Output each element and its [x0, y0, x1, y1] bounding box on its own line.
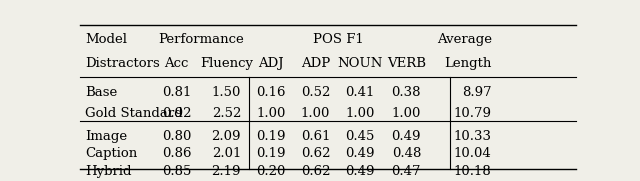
Text: ADJ: ADJ: [258, 57, 284, 70]
Text: 0.62: 0.62: [301, 165, 330, 178]
Text: 0.49: 0.49: [392, 130, 421, 143]
Text: 10.79: 10.79: [454, 107, 492, 120]
Text: 2.01: 2.01: [212, 147, 241, 160]
Text: 1.50: 1.50: [212, 86, 241, 99]
Text: Base: Base: [85, 86, 117, 99]
Text: 0.86: 0.86: [162, 147, 191, 160]
Text: Average: Average: [436, 33, 492, 46]
Text: 1.00: 1.00: [346, 107, 375, 120]
Text: 10.33: 10.33: [454, 130, 492, 143]
Text: 8.97: 8.97: [462, 86, 492, 99]
Text: 0.81: 0.81: [162, 86, 191, 99]
Text: 0.20: 0.20: [256, 165, 285, 178]
Text: 2.52: 2.52: [212, 107, 241, 120]
Text: 0.52: 0.52: [301, 86, 330, 99]
Text: 0.41: 0.41: [346, 86, 375, 99]
Text: 2.09: 2.09: [212, 130, 241, 143]
Text: 10.18: 10.18: [454, 165, 492, 178]
Text: POS F1: POS F1: [313, 33, 364, 46]
Text: 10.04: 10.04: [454, 147, 492, 160]
Text: Length: Length: [444, 57, 492, 70]
Text: 0.80: 0.80: [162, 130, 191, 143]
Text: 0.47: 0.47: [392, 165, 421, 178]
Text: 0.19: 0.19: [256, 147, 285, 160]
Text: Acc: Acc: [164, 57, 189, 70]
Text: 0.16: 0.16: [256, 86, 285, 99]
Text: VERB: VERB: [387, 57, 426, 70]
Text: Fluency: Fluency: [200, 57, 253, 70]
Text: 0.49: 0.49: [346, 165, 375, 178]
Text: ADP: ADP: [301, 57, 330, 70]
Text: 0.61: 0.61: [301, 130, 330, 143]
Text: 0.45: 0.45: [346, 130, 375, 143]
Text: Distractors: Distractors: [85, 57, 160, 70]
Text: Image: Image: [85, 130, 127, 143]
Text: Hybrid: Hybrid: [85, 165, 131, 178]
Text: 0.49: 0.49: [346, 147, 375, 160]
Text: 0.62: 0.62: [301, 147, 330, 160]
Text: NOUN: NOUN: [337, 57, 383, 70]
Text: 0.48: 0.48: [392, 147, 421, 160]
Text: 1.00: 1.00: [256, 107, 285, 120]
Text: 0.19: 0.19: [256, 130, 285, 143]
Text: 0.38: 0.38: [392, 86, 421, 99]
Text: Gold Standard: Gold Standard: [85, 107, 182, 120]
Text: Model: Model: [85, 33, 127, 46]
Text: 2.19: 2.19: [212, 165, 241, 178]
Text: 1.00: 1.00: [392, 107, 421, 120]
Text: 0.92: 0.92: [162, 107, 191, 120]
Text: Caption: Caption: [85, 147, 137, 160]
Text: 1.00: 1.00: [301, 107, 330, 120]
Text: Performance: Performance: [159, 33, 244, 46]
Text: 0.85: 0.85: [162, 165, 191, 178]
